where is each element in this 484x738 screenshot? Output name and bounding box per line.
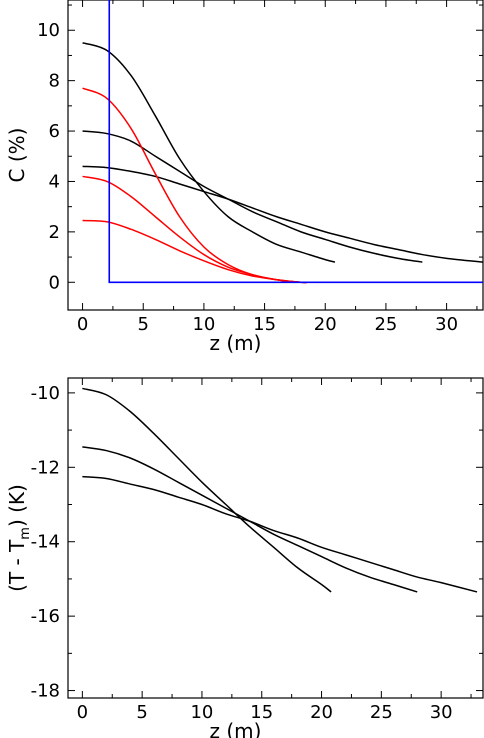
y-tick-label: 6: [49, 121, 60, 142]
plot-frame: [67, 0, 484, 311]
x-tick-label: 20: [310, 702, 333, 723]
y-tick-label: -14: [31, 532, 60, 553]
series-line-0: [82, 42, 336, 263]
y-tick-label: -10: [31, 383, 60, 404]
series-line-2: [82, 475, 478, 593]
y-tick-label: 10: [37, 20, 60, 41]
x-tick-label: 10: [192, 314, 215, 335]
x-axis-label: z (m): [210, 331, 262, 355]
series-line-1: [82, 446, 418, 593]
x-tick-label: 5: [138, 314, 149, 335]
x-tick-label: 25: [374, 314, 397, 335]
x-tick-label: 15: [250, 702, 273, 723]
series-line-2: [82, 165, 483, 263]
x-tick-label: 20: [314, 314, 337, 335]
y-tick-label: 4: [49, 171, 60, 192]
series-group: [82, 387, 478, 593]
x-tick-label: 25: [370, 702, 393, 723]
y-tick-label: 2: [49, 222, 60, 243]
x-axis-label: z (m): [210, 719, 262, 738]
temperature-plot: 0 5 10 15 20 25 30 -18 -16 -14 -12 -10 z (m) (T - Tm)…: [5, 377, 484, 738]
y-axis-label: C (%): [5, 128, 29, 183]
x-tick-label: 30: [435, 314, 458, 335]
x-tick-label: 10: [190, 702, 213, 723]
y-tick-label: -12: [31, 457, 60, 478]
x-tick-label: 30: [430, 702, 453, 723]
series-group: [82, 0, 483, 284]
y-axis-label: (T - Tm) (K): [5, 484, 33, 592]
series-line-1: [82, 130, 423, 263]
y-tick-label: -18: [31, 681, 60, 702]
x-tick-label: 0: [77, 314, 88, 335]
y-tick-label: -16: [31, 606, 60, 627]
x-tick-label: 15: [253, 314, 276, 335]
series-line-3: [82, 87, 308, 284]
y-tick-label: 0: [49, 272, 60, 293]
y-tick-label: 8: [49, 71, 60, 92]
x-tick-label: 5: [136, 702, 147, 723]
x-tick-label: 0: [77, 702, 88, 723]
plot-frame: [67, 377, 484, 699]
series-line-6: [108, 0, 483, 284]
series-line-5: [82, 219, 308, 284]
series-line-4: [82, 175, 308, 284]
series-line-0: [82, 387, 332, 593]
